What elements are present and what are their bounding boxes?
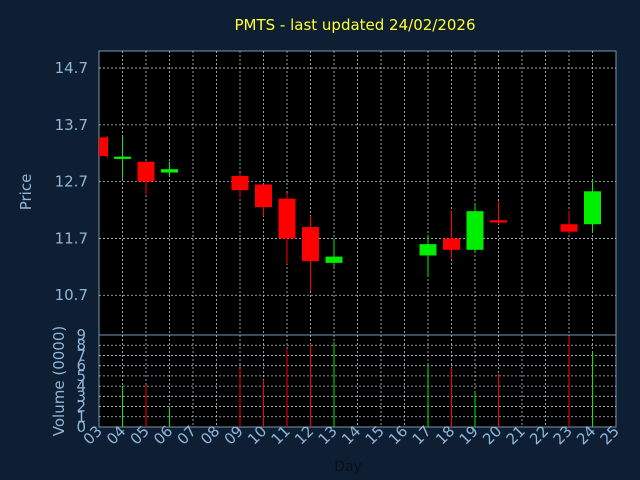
volume-tick-label: 9 [76, 326, 86, 344]
candle-body [443, 238, 460, 250]
volume-tick-label: 0 [76, 418, 86, 436]
price-tick-label: 14.7 [55, 59, 88, 77]
price-tick-label: 12.7 [55, 173, 88, 191]
volume-tick-label: 5 [76, 367, 86, 385]
volume-tick-label: 2 [76, 398, 86, 416]
candle-body [114, 156, 131, 159]
x-tick-labels: 0304050607080910111213141516171819202122… [80, 422, 623, 448]
volume-bars-layer [122, 336, 593, 427]
price-tick-label: 13.7 [55, 116, 88, 134]
candle-body [302, 227, 319, 262]
candle-body [419, 244, 437, 256]
candle-body [584, 191, 601, 225]
volume-tick-label: 3 [76, 387, 86, 405]
chart-title: PMTS - last updated 24/02/2026 [234, 16, 475, 34]
candle-body [490, 220, 507, 223]
candles-layer [99, 136, 601, 291]
candle-body [231, 175, 249, 191]
volume-axis-label: Volume (0000) [50, 326, 68, 436]
volume-tick-label: 4 [76, 377, 86, 395]
price-axis-label: Price [17, 174, 35, 211]
candle-body [99, 137, 108, 157]
price-tick-label: 10.7 [55, 286, 88, 304]
candle-body [255, 184, 272, 208]
candle-body [466, 211, 484, 250]
volume-tick-label: 6 [76, 357, 86, 375]
candle-body [137, 161, 155, 182]
candle-body [325, 256, 343, 263]
candle-body [278, 198, 296, 239]
price-tick-label: 11.7 [55, 229, 88, 247]
x-axis-label: Day [334, 459, 362, 475]
volume-tick-label: 8 [76, 336, 86, 354]
volume-tick-label: 1 [76, 408, 86, 426]
price-tick-labels: 10.7 11.7 12.7 13.7 14.7 [55, 59, 88, 304]
candle-body [560, 224, 578, 232]
volume-tick-label: 7 [76, 346, 86, 364]
candle-body [161, 169, 178, 173]
